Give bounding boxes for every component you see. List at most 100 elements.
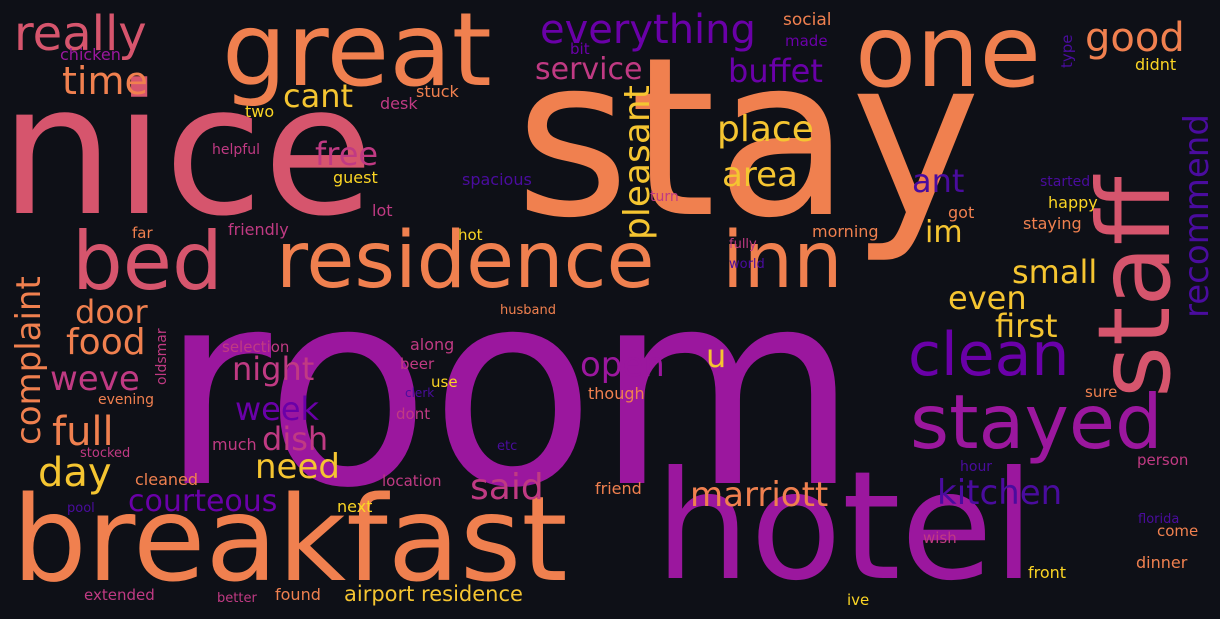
word-wish: wish: [923, 529, 957, 547]
word-marriott: marriott: [690, 475, 829, 515]
word-open: open: [580, 345, 665, 385]
word-florida: florida: [1138, 512, 1180, 527]
word-breakfast: breakfast: [12, 470, 568, 608]
word-hour: hour: [960, 459, 993, 475]
word-husband: husband: [500, 303, 556, 318]
word-kitchen: kitchen: [937, 473, 1063, 513]
word-bed: bed: [72, 215, 223, 308]
word-much: much: [212, 435, 257, 454]
word-u: u: [706, 337, 727, 375]
word-though: though: [588, 384, 645, 403]
word-nice: nice: [0, 47, 374, 256]
word-stocked: stocked: [80, 446, 131, 461]
word-week: week: [235, 390, 320, 428]
word-staying: staying: [1023, 214, 1082, 233]
word-really: really: [14, 6, 147, 62]
word-better: better: [217, 591, 257, 606]
word-ant: ant: [912, 162, 965, 200]
word-dont: dont: [396, 405, 431, 423]
word-recommend: recommend: [1177, 114, 1217, 318]
word-got: got: [948, 203, 975, 222]
word-staff: staff: [1076, 176, 1193, 398]
word-airport-residence: airport residence: [344, 582, 523, 606]
word-stay: stay: [515, 10, 981, 266]
word-world: world: [729, 257, 765, 272]
word-service: service: [535, 52, 643, 87]
word-beer: beer: [400, 355, 435, 373]
word-complaint: complaint: [9, 276, 49, 445]
word-full: full: [52, 409, 114, 455]
word-inn: inn: [722, 216, 843, 306]
word-fully: fully: [729, 237, 757, 252]
word-happy: happy: [1048, 193, 1098, 212]
word-great: great: [222, 0, 492, 110]
word-buffet: buffet: [728, 52, 823, 90]
word-chicken: chicken: [60, 45, 121, 64]
word-front: front: [1028, 563, 1067, 582]
word-bit: bit: [570, 40, 590, 58]
word-far: far: [132, 224, 153, 242]
word-type: type: [1058, 34, 1076, 68]
word-even: even: [948, 279, 1027, 317]
word-next: next: [337, 497, 373, 516]
word-stuck: stuck: [416, 82, 459, 101]
word-room: room: [160, 232, 859, 547]
word-pleasant: pleasant: [617, 85, 658, 240]
word-made: made: [785, 32, 828, 50]
word-social: social: [783, 10, 832, 30]
word-stayed: stayed: [910, 378, 1163, 466]
word-courteous: courteous: [128, 484, 278, 519]
word-door: door: [75, 293, 148, 331]
word-cant: cant: [283, 77, 354, 115]
word-lot: lot: [372, 201, 393, 220]
word-one: one: [855, 0, 1042, 110]
word-extended: extended: [84, 586, 155, 604]
word-two: two: [245, 102, 275, 121]
word-spacious: spacious: [462, 170, 532, 189]
word-come: come: [1157, 522, 1199, 540]
word-day: day: [38, 450, 112, 496]
word-good: good: [1085, 15, 1185, 61]
word-morning: morning: [812, 222, 879, 241]
word-first: first: [995, 307, 1058, 345]
word-hot: hot: [458, 226, 483, 244]
word-along: along: [410, 335, 455, 354]
word-dish: dish: [262, 420, 329, 458]
word-clerk: clerk: [405, 386, 435, 400]
word-small: small: [1012, 253, 1098, 291]
word-hotel: hotel: [655, 440, 1035, 614]
word-time: time: [62, 59, 148, 103]
word-desk: desk: [380, 94, 418, 113]
word-started: started: [1040, 174, 1091, 190]
word-guest: guest: [333, 168, 378, 187]
word-oldsmar: oldsmar: [154, 328, 170, 385]
word-cleaned: cleaned: [135, 470, 199, 489]
word-free: free: [315, 135, 379, 173]
word-residence: residence: [276, 216, 655, 306]
word-sure: sure: [1085, 383, 1118, 401]
word-evening: evening: [98, 392, 155, 408]
word-weve: weve: [50, 359, 140, 399]
word-person: person: [1137, 451, 1189, 469]
word-food: food: [66, 322, 146, 363]
word-ive: ive: [847, 591, 870, 609]
word-location: location: [382, 472, 442, 490]
word-night: night: [232, 350, 315, 388]
word-friendly: friendly: [228, 220, 289, 239]
word-need: need: [255, 447, 340, 487]
word-etc: etc: [497, 439, 518, 454]
word-selection: selection: [222, 338, 290, 356]
word-pool: pool: [67, 501, 95, 516]
word-place: place: [717, 109, 814, 150]
word-area: area: [722, 155, 798, 195]
word-clean: clean: [908, 320, 1070, 390]
word-use: use: [431, 373, 458, 391]
word-everything: everything: [540, 7, 756, 53]
word-turn: turn: [650, 189, 679, 205]
word-friend: friend: [595, 479, 642, 498]
word-dinner: dinner: [1136, 553, 1188, 572]
word-found: found: [275, 585, 321, 604]
word-said: said: [470, 467, 544, 508]
word-didnt: didnt: [1135, 55, 1177, 74]
